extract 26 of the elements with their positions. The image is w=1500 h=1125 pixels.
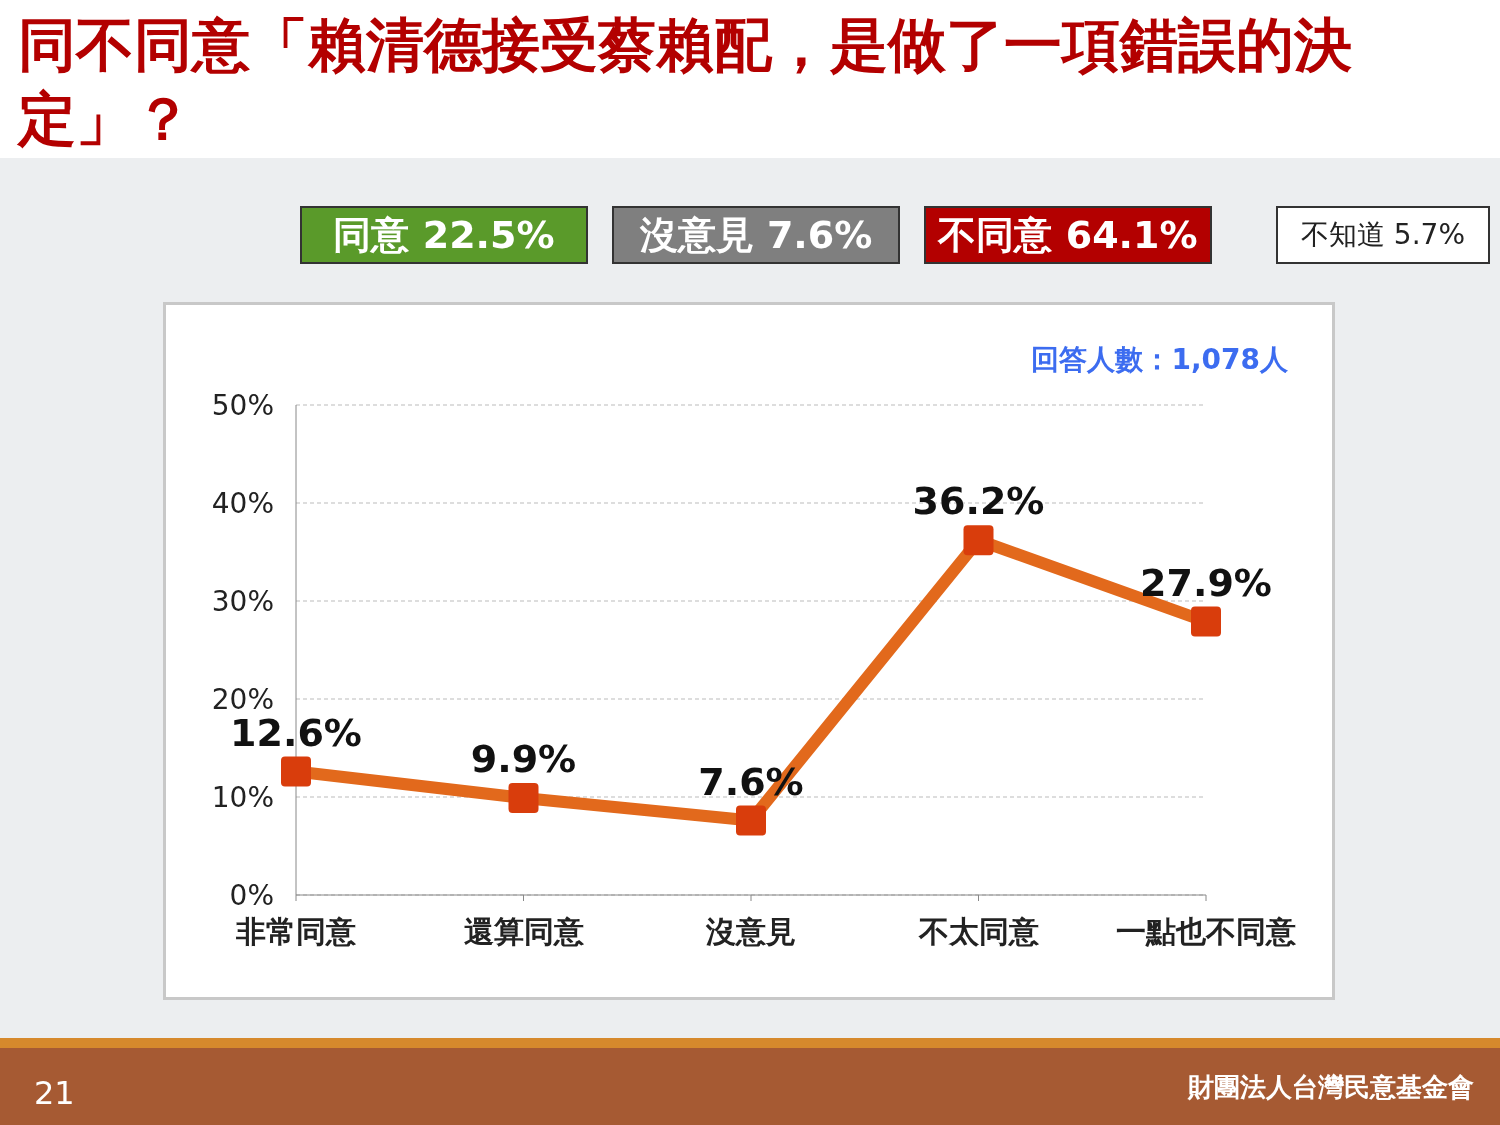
- x-tick-label: 沒意見: [705, 914, 796, 950]
- text: 不知道 5.7%: [1276, 206, 1490, 264]
- y-tick-label: 30%: [211, 584, 274, 618]
- data-label: 9.9%: [470, 736, 577, 781]
- point: [1191, 606, 1221, 637]
- y-tick-label: 10%: [211, 780, 274, 814]
- chart-title: 同不同意「賴清德接受蔡賴配，是做了一項錯誤的決定」？: [18, 10, 1353, 155]
- y-tick-label: 50%: [211, 388, 274, 422]
- text: 21: [34, 1074, 75, 1112]
- x-tick-label: 非常同意: [235, 914, 357, 950]
- y-tick-label: 40%: [211, 486, 274, 520]
- x-tick-label: 不太同意: [917, 914, 1040, 950]
- data-label: 27.9%: [1140, 560, 1272, 605]
- text: 回答人數：1,078人: [1031, 342, 1288, 378]
- point: [508, 782, 539, 813]
- x-tick-label: 一點也不同意: [1116, 914, 1297, 950]
- point: [281, 756, 311, 787]
- text: 不同意 64.1%: [924, 206, 1212, 264]
- point: [963, 525, 994, 556]
- x-tick-label: 還算同意: [463, 914, 585, 950]
- data-label: 36.2%: [912, 479, 1045, 524]
- point: [736, 805, 766, 836]
- text: 同意 22.5%: [300, 206, 588, 264]
- y-tick-label: 0%: [229, 878, 274, 912]
- text: 財團法人台灣民意基金會: [1188, 1071, 1474, 1104]
- text: 沒意見 7.6%: [612, 206, 900, 264]
